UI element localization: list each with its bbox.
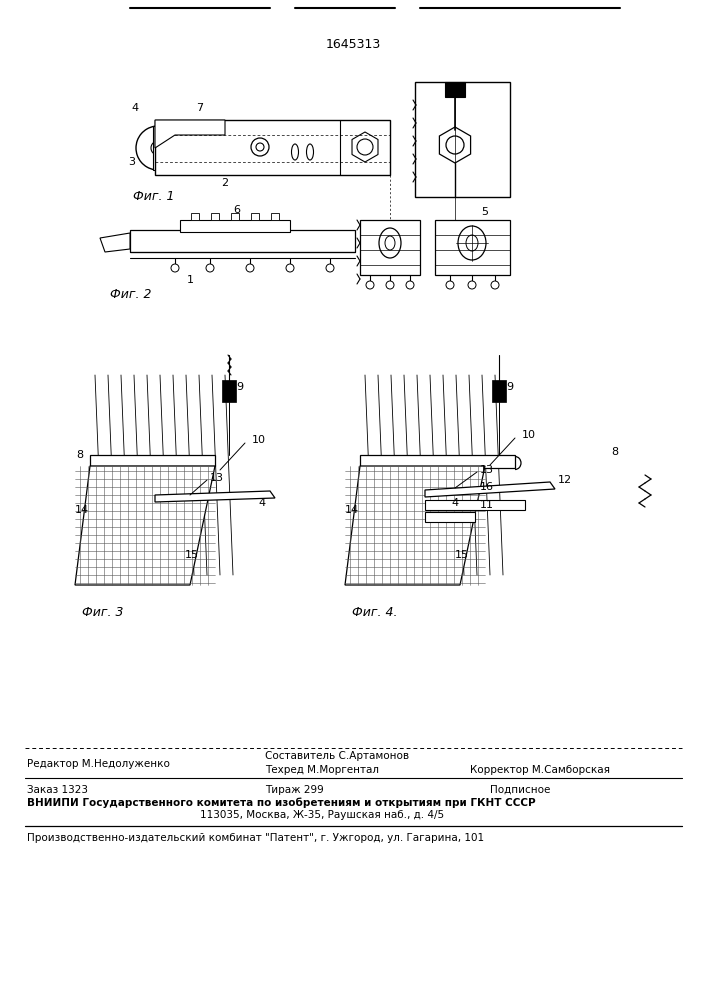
Text: 4: 4: [132, 103, 139, 113]
Text: 8: 8: [76, 450, 83, 460]
Bar: [155, 120, 390, 175]
Text: Заказ 1323: Заказ 1323: [27, 785, 88, 795]
Circle shape: [286, 264, 294, 272]
Polygon shape: [153, 126, 173, 170]
Text: 16: 16: [480, 482, 494, 492]
Text: 9: 9: [506, 382, 513, 392]
Text: 1645313: 1645313: [325, 38, 380, 51]
Text: 6: 6: [233, 205, 240, 215]
Bar: [231, 213, 239, 220]
Text: Подписное: Подписное: [490, 785, 550, 795]
Polygon shape: [75, 466, 215, 585]
Text: Производственно-издательский комбинат "Патент", г. Ужгород, ул. Гагарина, 101: Производственно-издательский комбинат "П…: [27, 833, 484, 843]
Circle shape: [468, 281, 476, 289]
Circle shape: [206, 264, 214, 272]
Text: 3: 3: [129, 157, 136, 167]
Text: Фиг. 3: Фиг. 3: [82, 606, 124, 619]
Text: Фиг. 2: Фиг. 2: [110, 288, 151, 302]
Text: 9: 9: [236, 382, 243, 392]
Text: ВНИИПИ Государственного комитета по изобретениям и открытиям при ГКНТ СССР: ВНИИПИ Государственного комитета по изоб…: [27, 798, 536, 808]
Text: Корректор М.Самборская: Корректор М.Самборская: [470, 765, 610, 775]
Polygon shape: [100, 233, 130, 252]
Text: 13: 13: [480, 465, 494, 475]
Bar: [130, 230, 355, 252]
Polygon shape: [345, 466, 485, 585]
Bar: [492, 380, 506, 402]
Circle shape: [326, 264, 334, 272]
Text: Составитель С.Артамонов: Составитель С.Артамонов: [265, 751, 409, 761]
Bar: [445, 82, 465, 97]
Bar: [271, 213, 279, 220]
Bar: [435, 220, 510, 275]
Circle shape: [171, 264, 179, 272]
Bar: [425, 512, 475, 522]
Bar: [211, 213, 219, 220]
Text: 8: 8: [611, 447, 618, 457]
Circle shape: [246, 264, 254, 272]
Text: Редактор М.Недолуженко: Редактор М.Недолуженко: [27, 759, 170, 769]
Polygon shape: [90, 455, 215, 466]
Bar: [191, 213, 199, 220]
Bar: [360, 455, 515, 468]
Polygon shape: [155, 491, 275, 502]
Bar: [425, 500, 525, 510]
Text: 4: 4: [259, 498, 266, 508]
Text: Фиг. 1: Фиг. 1: [133, 190, 175, 202]
Text: 1: 1: [187, 275, 194, 285]
Bar: [180, 220, 290, 232]
Polygon shape: [425, 482, 555, 497]
Text: 15: 15: [185, 550, 199, 560]
Text: 5: 5: [481, 207, 489, 217]
Text: 4: 4: [452, 498, 459, 508]
Text: 10: 10: [252, 435, 266, 445]
Circle shape: [366, 281, 374, 289]
Text: 2: 2: [221, 178, 228, 188]
Bar: [415, 82, 510, 197]
Text: 11: 11: [480, 500, 494, 510]
Circle shape: [386, 281, 394, 289]
Bar: [251, 213, 259, 220]
Text: Тираж 299: Тираж 299: [265, 785, 324, 795]
Text: 12: 12: [558, 475, 572, 485]
Text: 14: 14: [345, 505, 359, 515]
Circle shape: [406, 281, 414, 289]
Circle shape: [446, 281, 454, 289]
Polygon shape: [155, 120, 225, 148]
Text: Техред М.Моргентал: Техред М.Моргентал: [265, 765, 379, 775]
Text: 10: 10: [522, 430, 536, 440]
Text: 7: 7: [197, 103, 204, 113]
Circle shape: [491, 281, 499, 289]
Text: 113035, Москва, Ж-35, Раушская наб., д. 4/5: 113035, Москва, Ж-35, Раушская наб., д. …: [200, 810, 444, 820]
Text: 14: 14: [75, 505, 89, 515]
Text: 13: 13: [210, 473, 224, 483]
Bar: [222, 380, 236, 402]
Bar: [360, 220, 420, 275]
Text: 15: 15: [455, 550, 469, 560]
Text: Фиг. 4.: Фиг. 4.: [352, 606, 397, 619]
